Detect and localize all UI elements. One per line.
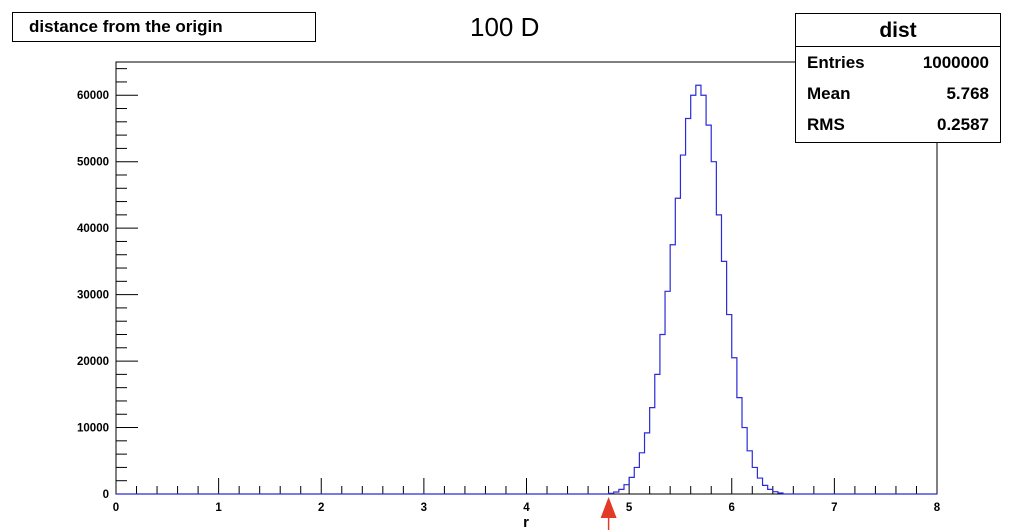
y-tick-label: 10000 — [77, 423, 109, 435]
x-tick-label: 0 — [113, 502, 119, 514]
stats-value: 5.768 — [946, 84, 989, 103]
chart-title: 100 D — [470, 12, 540, 42]
stats-key: Mean — [807, 84, 851, 103]
y-axis-tick-labels: 0 10000 20000 30000 40000 50000 60000 — [77, 90, 109, 501]
x-tick-label: 5 — [626, 502, 633, 514]
stats-value: 1000000 — [922, 53, 989, 72]
y-tick-label: 0 — [103, 489, 109, 501]
y-tick-label: 50000 — [77, 157, 109, 169]
x-tick-label: 1 — [215, 502, 222, 514]
stats-key: Entries — [807, 53, 865, 72]
x-axis-tick-labels: 0 1 2 3 4 5 6 7 8 — [113, 502, 941, 514]
stats-row-entries: Entries 1000000 — [796, 47, 1000, 78]
x-axis-title: r — [523, 514, 529, 530]
x-tick-label: 2 — [318, 502, 324, 514]
x-axis-ticks — [115, 478, 938, 494]
marker-arrow — [600, 497, 617, 530]
y-tick-label: 40000 — [77, 223, 109, 235]
y-tick-label: 30000 — [77, 290, 109, 302]
stats-key: RMS — [807, 115, 845, 134]
stats-value: 0.2587 — [937, 115, 989, 134]
x-tick-label: 6 — [729, 502, 735, 514]
stats-box: dist Entries 1000000 Mean 5.768 RMS 0.25… — [795, 13, 1001, 143]
stats-row-rms: RMS 0.2587 — [796, 109, 1000, 140]
marker-arrow-head — [600, 497, 617, 518]
x-tick-label: 3 — [421, 502, 427, 514]
y-axis-ticks — [116, 68, 138, 495]
x-tick-label: 4 — [523, 502, 530, 514]
x-tick-label: 8 — [934, 502, 941, 514]
legend-title-box: distance from the origin — [12, 12, 316, 42]
y-tick-label: 60000 — [77, 90, 109, 102]
stats-histogram-name: dist — [796, 14, 1000, 47]
stats-row-mean: Mean 5.768 — [796, 78, 1000, 109]
x-tick-label: 7 — [831, 502, 837, 514]
histogram-series-line — [116, 84, 937, 495]
y-tick-label: 20000 — [77, 356, 109, 368]
